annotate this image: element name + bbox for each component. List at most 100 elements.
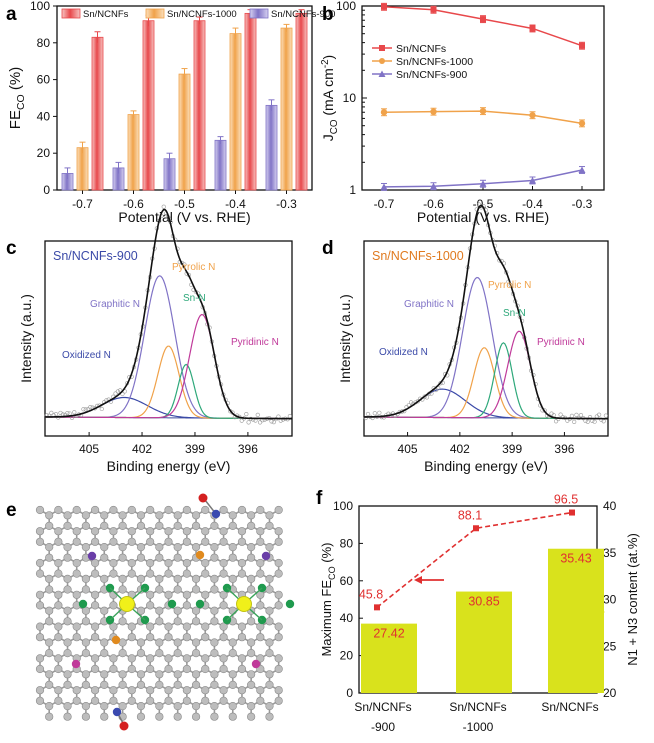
carbon-atom-e — [265, 585, 274, 594]
carbon-atom-e — [182, 590, 191, 599]
carbon-atom-e — [136, 553, 146, 562]
carbon-atom-e — [136, 680, 146, 690]
carbon-atom-e — [237, 622, 247, 631]
panel-c: 405 402 399 396 Sn/NCNFs-900 Oxidized N Graphi… — [18, 204, 293, 474]
carbon-atom-e — [210, 574, 219, 584]
carbon-atom-e — [45, 574, 54, 584]
data-point-c — [65, 411, 70, 416]
carbon-atom-e — [127, 654, 136, 663]
carbon-atom-e — [201, 664, 210, 674]
carbon-atom-e — [247, 638, 256, 647]
carbon-atom-e — [228, 542, 237, 552]
carbon-atom-e — [274, 633, 283, 642]
carbon-atom-e — [173, 574, 182, 584]
ylabel-left-f-unit: (%) — [319, 542, 334, 566]
panel-letter-b: b — [322, 4, 334, 25]
carbon-atom-e — [274, 601, 283, 610]
carbon-atom-e — [35, 696, 45, 705]
carbon-atom-e — [72, 527, 81, 536]
carbon-atom-e — [173, 521, 182, 531]
carbon-atom-e — [201, 622, 210, 631]
ylabel-b-sup: -2 — [320, 59, 331, 68]
xtick-label-c: 396 — [238, 442, 258, 456]
carbon-atom-e — [90, 569, 100, 578]
carbon-atom-e — [164, 633, 173, 642]
ytick-label-b: 100 — [336, 0, 356, 13]
carbon-atom-e — [173, 670, 182, 679]
carbon-atom-e — [219, 696, 228, 705]
carbon-atom-e — [265, 670, 274, 679]
category-label-f: -900 — [371, 720, 395, 734]
marker-b — [430, 182, 437, 190]
carbon-atom-e — [35, 633, 45, 642]
bar-label-f: 30.85 — [468, 595, 499, 609]
carbon-atom-e — [81, 670, 90, 679]
carbon-atom-e — [191, 701, 201, 711]
data-point-c — [115, 389, 120, 394]
carbon-atom-e — [191, 511, 201, 520]
xtick-label-b: -0.3 — [572, 197, 593, 211]
carbon-atom-e — [63, 680, 72, 690]
carbon-atom-e — [63, 648, 72, 658]
bar-a — [91, 36, 104, 191]
data-point-d — [365, 411, 371, 417]
carbon-atom-e — [63, 542, 72, 552]
carbon-atom-e — [219, 686, 228, 695]
legend-marker-b — [379, 58, 385, 64]
carbon-atom-e — [210, 617, 219, 626]
ylabel-right-f: N1 + N3 content (at.%) — [625, 533, 640, 666]
carbon-atom-e — [201, 537, 210, 546]
carbon-atom-e — [265, 701, 274, 711]
carbon-atom-e — [35, 569, 45, 578]
panel-a: 0 20 40 60 80 100 -0.7 -0.6 -0.5 -0.4 -0.3 Sn/NCNFs… — [7, 0, 335, 225]
carbon-atom-e — [256, 558, 265, 568]
ytick-label-left-f: 0 — [346, 686, 353, 700]
carbon-atom-e — [90, 590, 100, 599]
ylabel-c: Intensity (a.u.) — [18, 294, 34, 383]
carbon-atom-e — [90, 664, 100, 674]
carbon-atom-e — [155, 712, 164, 721]
carbon-atom-e — [173, 680, 182, 690]
carbon-atom-e — [136, 574, 146, 584]
carbon-atom-e — [146, 569, 155, 578]
carbon-atom-e — [210, 606, 219, 615]
carbon-atom-e — [237, 686, 247, 695]
carbon-atom-e — [72, 537, 81, 546]
data-point-d — [583, 418, 588, 423]
carbon-atom-e — [63, 670, 72, 679]
xlabel-c: Binding energy (eV) — [107, 458, 231, 474]
legend-label-a: Sn/NCNFs-1000 — [167, 9, 237, 20]
data-point-d — [590, 418, 595, 424]
carbon-atom-e — [45, 521, 54, 531]
carbon-atom-e — [155, 617, 164, 626]
data-point-d — [415, 399, 420, 404]
carbon-atom-e — [136, 712, 146, 721]
carbon-atom-e — [210, 680, 219, 690]
line-marker-f — [473, 525, 479, 532]
marker-b — [529, 176, 536, 184]
carbon-atom-e — [72, 622, 81, 631]
carbon-atom-e — [228, 670, 237, 679]
ylabel-left-f-main: Maximum FE — [319, 580, 334, 657]
carbon-atom-e — [182, 569, 191, 578]
carbon-atom-e — [35, 686, 45, 695]
carbon-atom-e — [274, 664, 283, 674]
peak-label-c: Graphitic N — [90, 299, 140, 310]
carbon-atom-e — [219, 654, 228, 663]
panel-letter-e: e — [6, 500, 17, 521]
panel-letter-c: c — [6, 238, 17, 259]
carbon-atom-e — [127, 537, 136, 546]
carbon-atom-e — [109, 686, 118, 695]
data-point-d — [377, 410, 382, 415]
pyridinic-n-atom-e — [71, 659, 81, 669]
carbon-atom-e — [72, 569, 81, 578]
carbon-atom-e — [274, 654, 283, 663]
data-point-c — [83, 407, 88, 412]
xtick-label-a: -0.7 — [72, 197, 93, 211]
pyrrolic-n-atom-e — [111, 635, 121, 645]
peak-label-d: Pyridinic N — [537, 337, 585, 348]
carbon-atom-e — [182, 601, 191, 610]
carbon-atom-e — [63, 553, 72, 562]
carbon-atom-e — [256, 601, 265, 610]
carbon-atom-e — [210, 585, 219, 594]
